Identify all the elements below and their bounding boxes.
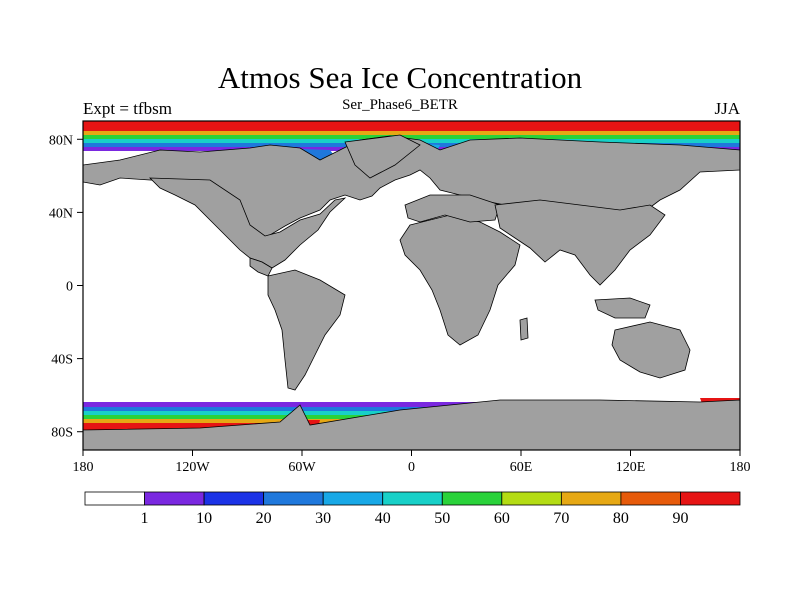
colorbar-label: 30 (315, 510, 331, 527)
maritime-continent (594, 297, 651, 319)
plot-subtitle: Ser_Phase6_BETR (342, 97, 458, 113)
colorbar-label: 20 (256, 510, 272, 527)
madagascar (519, 317, 529, 341)
colorbar-swatch (560, 491, 622, 506)
y-axis: 80N 40N 0 40S 80S (49, 133, 83, 441)
colorbar-swatch (620, 491, 681, 506)
colorbar-swatch (322, 491, 384, 506)
greenland (344, 134, 421, 179)
y-tick-label: 40S (51, 353, 73, 368)
season-label: JJA (714, 99, 740, 118)
y-tick-label: 80N (49, 133, 73, 148)
colorbar: 1 10 20 30 40 50 60 70 80 90 (84, 491, 741, 527)
colorbar-swatch (680, 491, 741, 506)
australia (611, 321, 691, 379)
y-tick-label: 40N (49, 206, 73, 221)
south-america (267, 269, 346, 391)
colorbar-swatch (441, 491, 503, 506)
north-america (149, 177, 347, 269)
colorbar-label: 1 (141, 510, 149, 527)
x-tick-label: 120E (616, 460, 646, 475)
x-tick-label: 180 (73, 460, 94, 475)
colorbar-swatch (382, 491, 443, 506)
x-tick-label: 180 (730, 460, 751, 475)
colorbar-swatch (263, 491, 324, 506)
colorbar-swatch (84, 491, 145, 506)
colorbar-swatch (501, 491, 562, 506)
colorbar-label: 90 (672, 510, 688, 527)
colorbar-swatch (144, 491, 205, 506)
colorbar-label: 70 (553, 510, 569, 527)
x-axis: 180 120W 60W 0 60E 120E 180 (73, 450, 751, 475)
x-tick-label: 120W (175, 460, 210, 475)
x-tick-label: 60E (510, 460, 533, 475)
colorbar-swatch (203, 491, 265, 506)
asia (494, 199, 666, 286)
y-tick-label: 0 (66, 280, 73, 295)
africa (399, 214, 521, 346)
colorbar-label: 50 (434, 510, 450, 527)
experiment-label: Expt = tfbsm (83, 99, 172, 118)
europe (404, 194, 501, 223)
map-area (83, 121, 740, 450)
plot-title: Atmos Sea Ice Concentration (217, 60, 583, 95)
colorbar-label: 10 (196, 510, 212, 527)
colorbar-label: 40 (375, 510, 391, 527)
antarctica (83, 399, 740, 450)
colorbar-label: 80 (613, 510, 629, 527)
land (83, 134, 740, 450)
x-tick-label: 60W (288, 460, 316, 475)
y-tick-label: 80S (51, 426, 73, 441)
x-tick-label: 0 (408, 460, 415, 475)
colorbar-label: 60 (494, 510, 510, 527)
